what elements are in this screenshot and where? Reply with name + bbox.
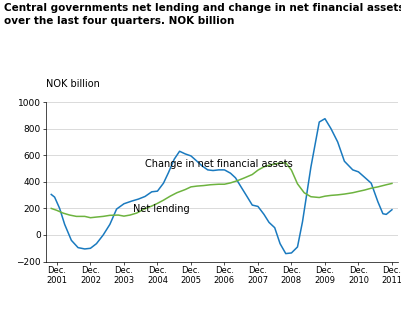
Text: NOK billion: NOK billion bbox=[46, 79, 100, 89]
Text: Net lending: Net lending bbox=[133, 204, 190, 214]
Text: Central governments net lending and change in net financial assets
over the last: Central governments net lending and chan… bbox=[4, 3, 401, 26]
Text: Change in net financial assets: Change in net financial assets bbox=[145, 159, 292, 169]
